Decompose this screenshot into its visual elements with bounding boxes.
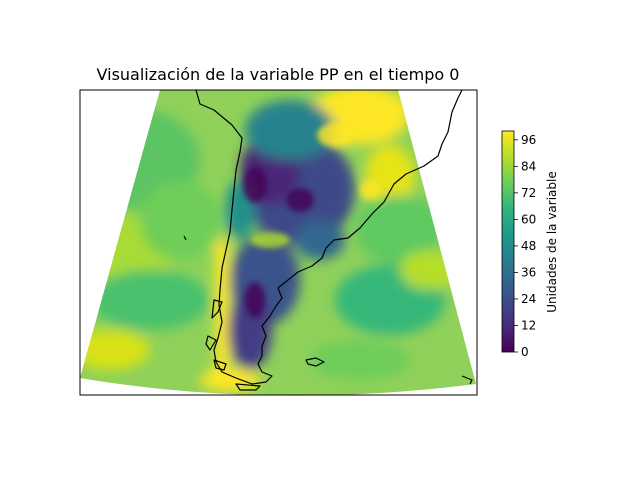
colorbar-tick-label: 24 — [521, 292, 536, 306]
map-panel — [79, 89, 478, 396]
colorbar-label: Unidades de la variable — [545, 171, 559, 313]
colorbar-tick-label: 0 — [521, 345, 529, 359]
map-frame — [79, 89, 478, 396]
colorbar: 0 12 24 36 48 60 72 84 96 Unidades de la variabl… — [501, 130, 559, 359]
colorbar-tick-label: 84 — [521, 159, 536, 173]
colorbar-tick-label: 36 — [521, 265, 536, 279]
colorbar-tick-label: 96 — [521, 133, 536, 147]
precipitation-field — [80, 90, 476, 396]
colorbar-tick-label: 48 — [521, 239, 536, 253]
colorbar-bar — [501, 130, 515, 353]
colorbar-tick-label: 60 — [521, 212, 536, 226]
colorbar-tick-label: 12 — [521, 318, 536, 332]
map-title: Visualización de la variable PP en el ti… — [97, 65, 460, 84]
colorbar-tick-label: 72 — [521, 186, 536, 200]
colorbar-ticks: 0 12 24 36 48 60 72 84 96 — [514, 133, 536, 359]
coastline — [183, 89, 473, 391]
